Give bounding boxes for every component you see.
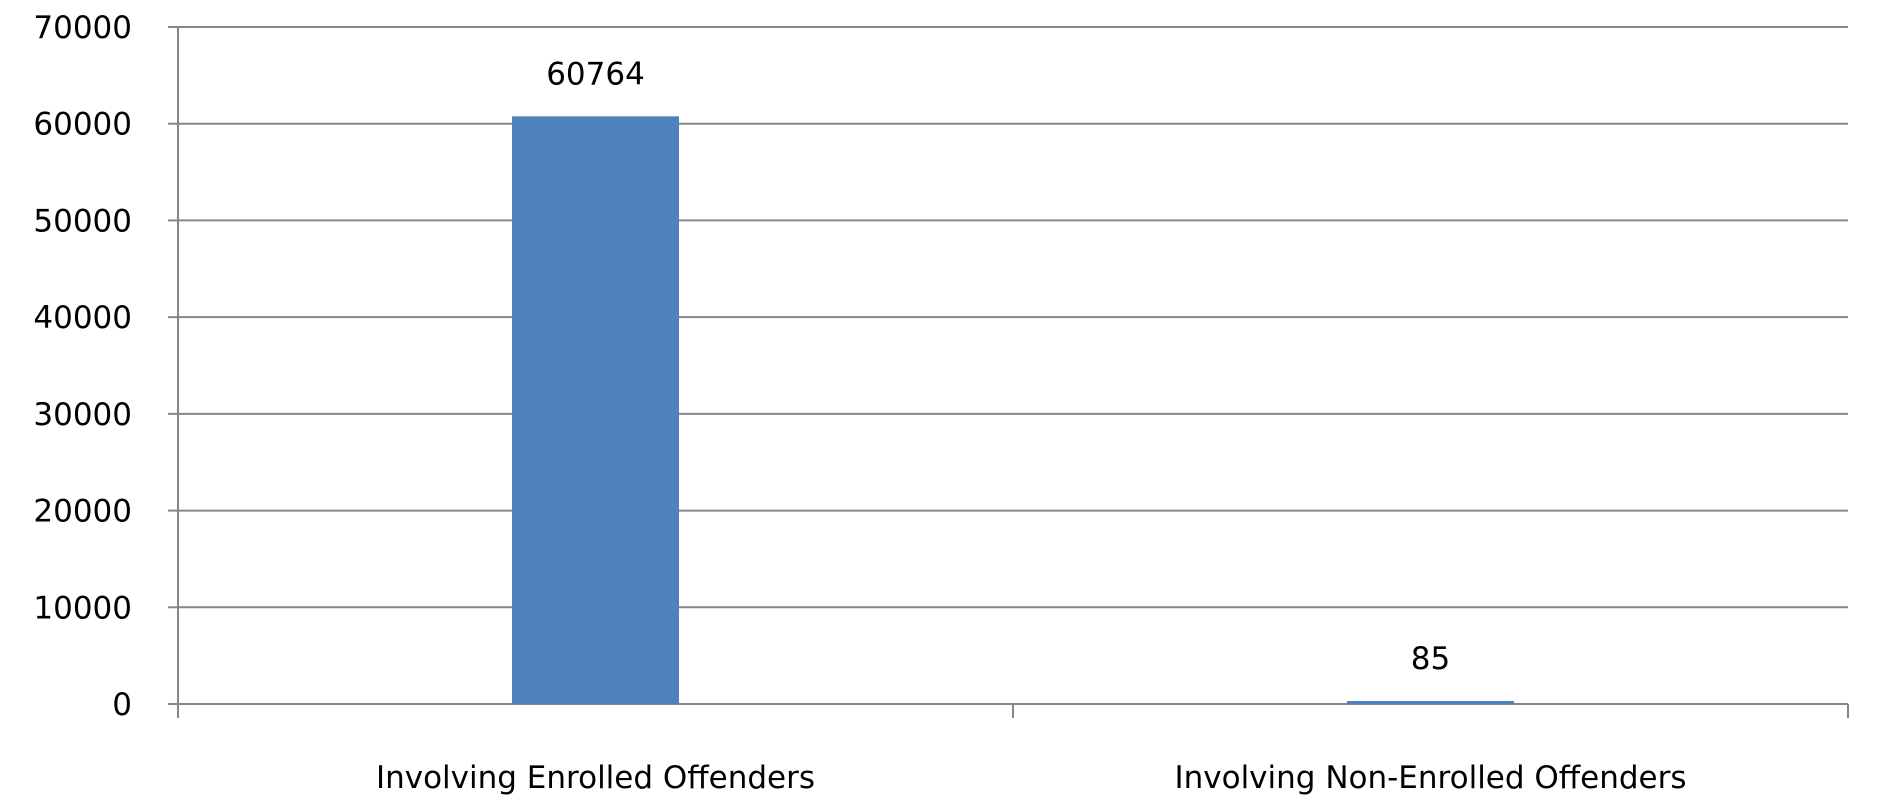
bars	[512, 116, 1514, 704]
y-tick-label: 30000	[33, 397, 132, 433]
axes	[168, 26, 1849, 718]
bar	[1347, 701, 1514, 704]
y-tick-label: 50000	[33, 203, 132, 239]
gridlines	[178, 26, 1848, 609]
y-tick-label: 70000	[33, 10, 132, 46]
y-tick-label: 10000	[33, 590, 132, 626]
y-tick-label: 20000	[33, 494, 132, 530]
y-tick-label: 0	[112, 687, 132, 723]
x-category-label: Involving Enrolled Offenders	[376, 760, 815, 796]
y-tick-label: 60000	[33, 107, 132, 143]
data-label: 85	[1411, 641, 1450, 677]
data-label: 60764	[546, 56, 645, 92]
bar	[512, 116, 679, 704]
x-category-label: Involving Non-Enrolled Offenders	[1174, 760, 1686, 796]
labels: 0 10000 20000 30000 40000 50000 60000 70000 6076…	[33, 10, 1686, 796]
y-tick-label: 40000	[33, 300, 132, 336]
